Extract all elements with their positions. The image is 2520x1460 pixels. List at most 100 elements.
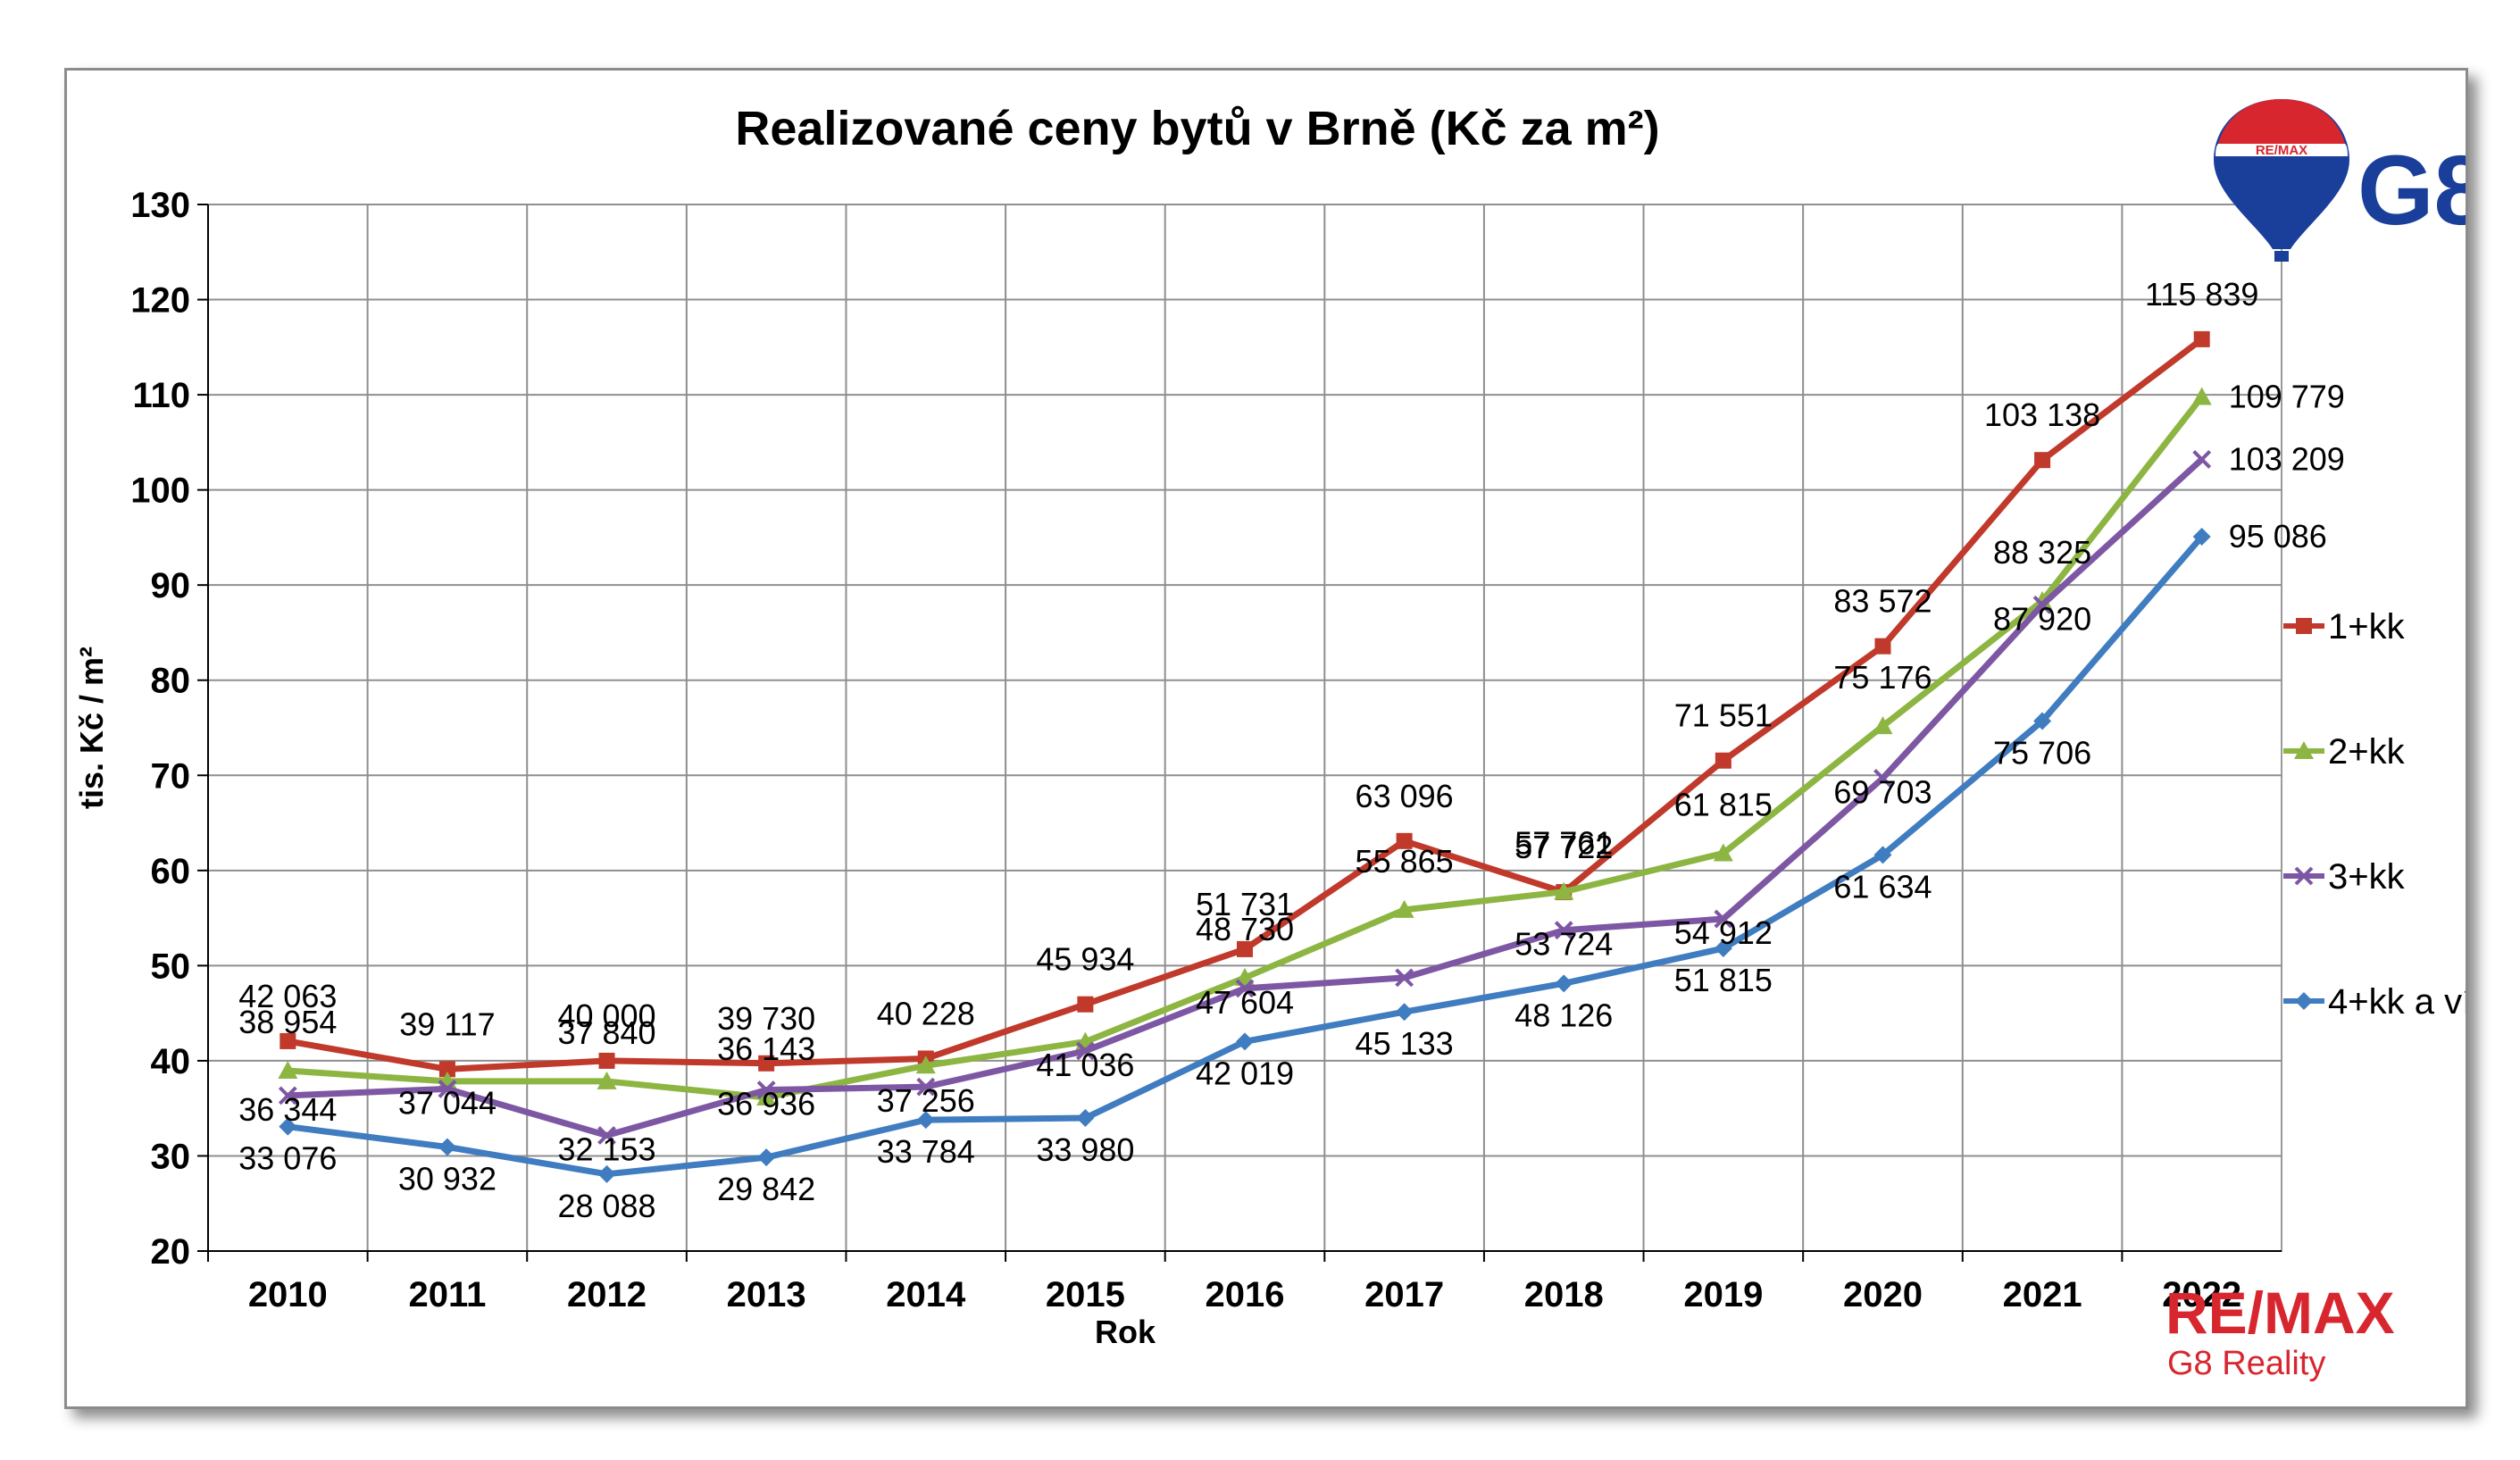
legend-label-4-kk-a-v-ce: 4+kk a více	[2328, 982, 2466, 1022]
marker-3-kk-2012	[597, 1126, 616, 1145]
marker-1-kk-2016	[1237, 940, 1253, 957]
legend-marker-3-kk	[2294, 866, 2314, 886]
marker-3-kk-2018-stroke-b	[1554, 921, 1573, 940]
x-tick-label-2020: 2020	[1843, 1275, 1923, 1314]
y-tick-label-120: 120	[130, 281, 190, 321]
balloon-red-band	[2218, 99, 2345, 144]
marker-1-kk-2021	[2034, 452, 2051, 469]
marker-3-kk-2014-stroke-b	[916, 1077, 936, 1097]
x-tick-label-2012: 2012	[567, 1275, 647, 1314]
marker-4-kk-a-v-ce-2020	[1873, 846, 1892, 864]
marker-1-kk-2011	[438, 1061, 455, 1078]
y-tick-label-110: 110	[132, 376, 190, 415]
marker-2-kk-2022	[2191, 387, 2212, 405]
balloon-white-band	[2215, 144, 2348, 156]
remax-subtitle: G8 Reality	[2167, 1345, 2325, 1382]
data-label-4-kk-a-v-ce-2014: 33 784	[877, 1133, 975, 1170]
x-tick-label-2019: 2019	[1683, 1275, 1763, 1314]
legend: 1+kk 2+kk 3+kk 4+kk a více	[2283, 607, 2466, 1022]
marker-1-kk-2022	[2193, 330, 2210, 347]
marker-3-kk-2020-stroke-b	[1873, 769, 1892, 788]
data-label-2-kk-2019: 61 815	[1674, 786, 1773, 822]
data-label-3-kk-2020: 69 703	[1833, 773, 1932, 810]
marker-4-kk-a-v-ce-2011	[438, 1138, 456, 1156]
marker-4-kk-a-v-ce-2015	[1076, 1109, 1095, 1128]
legend-marker-1-kk	[2296, 618, 2312, 634]
marker-3-kk-2016-stroke-b	[1235, 979, 1255, 998]
data-label-2-kk-2018: 57 761	[1515, 825, 1613, 862]
data-label-3-kk-2011: 37 044	[398, 1084, 496, 1121]
marker-3-kk-2019	[1714, 909, 1733, 929]
x-tick-label-2022: 2022	[2162, 1275, 2241, 1314]
data-label-2-kk-2013: 36 143	[717, 1030, 815, 1067]
marker-1-kk-2019	[1715, 752, 1731, 769]
marker-3-kk-2015-stroke-b	[1075, 1041, 1095, 1061]
x-tick-label-2017: 2017	[1364, 1275, 1444, 1314]
chart-title: Realizované ceny bytů v Brně (Kč za m²)	[735, 102, 1659, 155]
legend-marker-3-kk-stroke-b	[2294, 866, 2314, 886]
marker-1-kk-2013	[758, 1055, 775, 1072]
marker-1-kk-2017	[1396, 832, 1413, 849]
marker-3-kk-2013	[756, 1080, 776, 1099]
x-tick-label-2014: 2014	[886, 1275, 966, 1314]
marker-3-kk-2015	[1075, 1041, 1095, 1061]
line-chart: Realizované ceny bytů v Brně (Kč za m²) …	[73, 99, 2466, 1382]
y-tick-label-50: 50	[151, 947, 191, 986]
y-tick-label-30: 30	[151, 1137, 191, 1176]
data-label-1-kk-2020: 83 572	[1833, 583, 1932, 620]
data-label-4-kk-a-v-ce-2020: 61 634	[1833, 868, 1932, 905]
marker-2-kk-2013	[756, 1088, 777, 1106]
data-label-3-kk-2016: 47 604	[1196, 984, 1294, 1021]
data-label-4-kk-a-v-ce-2019: 51 815	[1674, 962, 1773, 998]
data-label-3-kk-2015: 41 036	[1036, 1047, 1134, 1083]
data-label-4-kk-a-v-ce-2021: 75 706	[1993, 734, 2091, 771]
data-label-4-kk-a-v-ce-2017: 45 133	[1356, 1025, 1454, 1062]
marker-3-kk-2018	[1554, 921, 1573, 940]
chart-frame: Realizované ceny bytů v Brně (Kč za m²) …	[64, 68, 2468, 1409]
marker-2-kk-2019	[1713, 843, 1733, 862]
balloon-text: RE/MAX	[2256, 143, 2307, 158]
marker-4-kk-a-v-ce-2010	[279, 1117, 297, 1136]
data-label-4-kk-a-v-ce-2013: 29 842	[717, 1171, 815, 1207]
data-label-1-kk-2012: 40 000	[557, 997, 655, 1034]
y-tick-label-70: 70	[151, 756, 191, 796]
data-label-3-kk-2014: 37 256	[877, 1082, 975, 1119]
marker-3-kk-2022-stroke-b	[2192, 450, 2212, 469]
data-label-4-kk-a-v-ce-2016: 42 019	[1196, 1055, 1294, 1091]
y-tick-label-80: 80	[151, 662, 191, 701]
marker-2-kk-2012	[597, 1071, 617, 1089]
data-label-4-kk-a-v-ce-2012: 28 088	[557, 1188, 655, 1224]
marker-3-kk-2021-stroke-b	[2032, 595, 2052, 614]
marker-3-kk-2017-stroke-b	[1395, 968, 1414, 988]
data-label-4-kk-a-v-ce-2011: 30 932	[398, 1161, 496, 1197]
marker-4-kk-a-v-ce-2017	[1395, 1003, 1414, 1022]
y-tick-label-130: 130	[130, 186, 190, 225]
y-tick-label-20: 20	[151, 1232, 191, 1272]
marker-3-kk-2012-stroke-b	[597, 1126, 616, 1145]
data-label-1-kk-2019: 71 551	[1674, 697, 1773, 734]
marker-3-kk-2022	[2192, 450, 2212, 469]
marker-1-kk-2012	[598, 1052, 615, 1069]
data-label-4-kk-a-v-ce-2010: 33 076	[238, 1140, 337, 1177]
data-label-1-kk-2014: 40 228	[877, 995, 975, 1031]
data-label-3-kk-2021: 87 920	[1993, 600, 2091, 637]
data-label-1-kk-2016: 51 731	[1196, 886, 1294, 922]
x-tick-label-2011: 2011	[409, 1275, 487, 1314]
x-tick-label-2013: 2013	[727, 1275, 806, 1314]
legend-label-1-kk: 1+kk	[2328, 607, 2406, 647]
marker-4-kk-a-v-ce-2013	[757, 1148, 776, 1167]
marker-3-kk-2011	[438, 1079, 457, 1098]
legend-label-3-kk: 3+kk	[2328, 857, 2406, 897]
data-label-1-kk-2010: 42 063	[238, 978, 337, 1014]
marker-4-kk-a-v-ce-2016	[1236, 1032, 1254, 1051]
marker-1-kk-2020	[1874, 638, 1891, 655]
balloon-basket	[2274, 251, 2289, 262]
data-label-1-kk-2021: 103 138	[1984, 396, 2100, 433]
x-tick-label-2021: 2021	[2003, 1275, 2082, 1314]
data-label-1-kk-2011: 39 117	[399, 1005, 495, 1042]
g8-logo: G8	[2357, 136, 2466, 246]
data-label-2-kk-2022: 109 779	[2229, 378, 2345, 414]
data-label-1-kk-2013: 39 730	[717, 1000, 815, 1037]
data-label-2-kk-2016: 48 730	[1196, 911, 1294, 947]
marker-4-kk-a-v-ce-2022	[2192, 527, 2211, 546]
